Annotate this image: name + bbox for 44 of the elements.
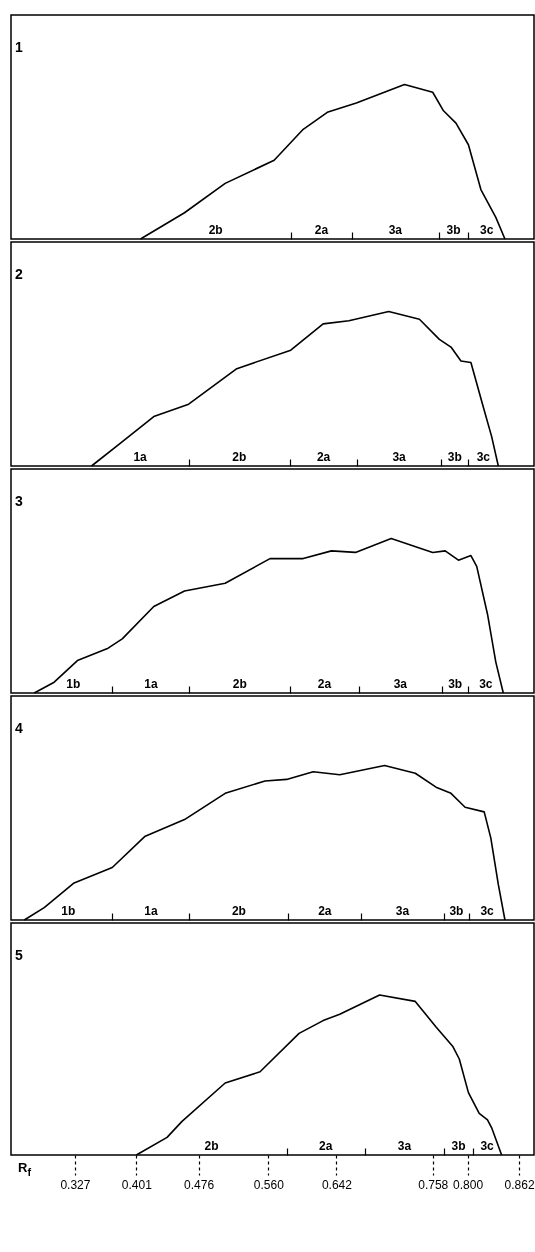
annotation: 3c: [480, 223, 494, 237]
annotation: 2a: [318, 904, 332, 918]
annotation: 3a: [388, 223, 403, 237]
annotation: 3b: [451, 1139, 466, 1153]
annotation: 3b: [449, 904, 464, 918]
annotation: 3c: [476, 450, 491, 464]
chart-title: 4: [15, 720, 23, 736]
annotation: 3a: [395, 904, 410, 918]
x-tick-label: 0.327: [60, 1177, 91, 1192]
annotation: 2a: [317, 677, 332, 691]
annotation: 2a: [318, 1139, 333, 1153]
annotation: 3c: [480, 904, 495, 918]
annotation: 3b: [448, 677, 463, 691]
chart-title: 2: [15, 266, 23, 282]
annotation: 3a: [393, 677, 408, 691]
x-tick-label: 0.862: [504, 1177, 535, 1192]
annotation: 2a: [316, 450, 331, 464]
x-axis-title: R$_{f}$: [18, 1160, 31, 1178]
x-tick-label: 0.476: [184, 1177, 215, 1192]
x-tick-label: 0.800: [453, 1177, 484, 1192]
annotation: 2b: [232, 677, 247, 691]
annotation: 3b: [447, 450, 462, 464]
x-tick-label: 0.642: [321, 1177, 353, 1192]
annotation: 1a: [133, 450, 148, 464]
chart-title: 1: [15, 39, 23, 55]
chart-title: 5: [15, 947, 23, 963]
annotation: 2b: [231, 904, 246, 918]
annotation: 1b: [66, 677, 81, 691]
annotation: 1a: [144, 904, 158, 918]
annotation: 1a: [144, 677, 158, 691]
annotation: 3c: [479, 677, 493, 691]
annotation: 1b: [61, 904, 76, 918]
annotation: 2b: [232, 450, 247, 464]
annotation: 2a: [314, 223, 329, 237]
annotation: 2b: [204, 1139, 219, 1153]
x-tick-label: 0.560: [253, 1177, 285, 1192]
chart-title: 3: [15, 493, 23, 509]
annotation: 2b: [208, 223, 223, 237]
annotation: 3c: [480, 1139, 495, 1153]
annotation: 3b: [446, 223, 461, 237]
annotation: 3a: [392, 450, 407, 464]
x-tick-label: 0.401: [121, 1177, 153, 1192]
annotation: 3a: [397, 1139, 412, 1153]
x-tick-label: 0.758: [418, 1177, 449, 1192]
